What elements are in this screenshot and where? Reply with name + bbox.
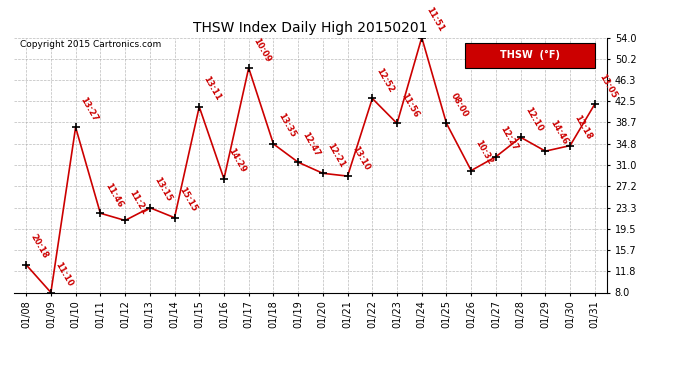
Text: 13:27: 13:27	[78, 95, 99, 123]
Text: 12:52: 12:52	[375, 66, 396, 94]
FancyBboxPatch shape	[465, 43, 595, 68]
Text: 11:21: 11:21	[128, 188, 149, 216]
Text: 11:51: 11:51	[424, 5, 446, 33]
Text: Copyright 2015 Cartronics.com: Copyright 2015 Cartronics.com	[20, 40, 161, 49]
Text: 10:09: 10:09	[251, 36, 272, 63]
Text: 12:10: 12:10	[523, 105, 544, 133]
Text: 11:56: 11:56	[400, 91, 421, 119]
Text: 15:15: 15:15	[177, 186, 198, 213]
Title: THSW Index Daily High 20150201: THSW Index Daily High 20150201	[193, 21, 428, 35]
Text: 13:10: 13:10	[350, 144, 371, 172]
Text: 14:29: 14:29	[226, 147, 248, 174]
Text: 13:35: 13:35	[276, 112, 297, 140]
Text: 10:32: 10:32	[474, 138, 495, 166]
Text: 11:46: 11:46	[103, 181, 124, 209]
Text: 13:11: 13:11	[201, 75, 223, 102]
Text: 12:47: 12:47	[301, 130, 322, 158]
Text: 12:21: 12:21	[326, 141, 346, 169]
Text: 20:18: 20:18	[29, 233, 50, 260]
Text: 08:00: 08:00	[449, 92, 470, 119]
Text: 14:46: 14:46	[548, 119, 569, 147]
Text: 12:27: 12:27	[498, 124, 520, 152]
Text: 13:05: 13:05	[598, 72, 618, 100]
Text: 13:15: 13:15	[152, 176, 173, 203]
Text: 12:18: 12:18	[573, 114, 594, 141]
Text: 11:10: 11:10	[53, 260, 75, 288]
Text: THSW  (°F): THSW (°F)	[500, 50, 560, 60]
